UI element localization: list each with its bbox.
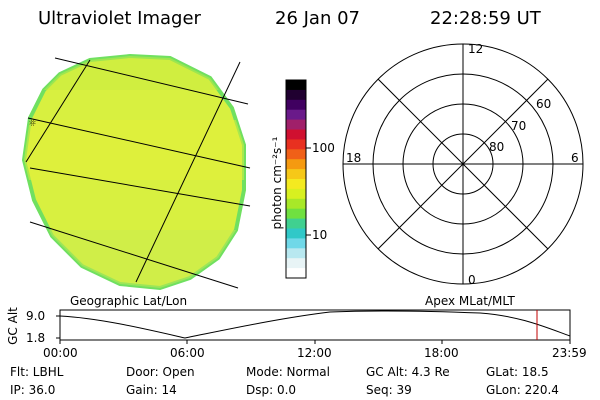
date-readout: 26 Jan 07 [275, 8, 360, 29]
colorbar-band [286, 198, 306, 210]
colorbar-unit-label: photon cm⁻²s⁻¹ [270, 136, 284, 230]
mlt-label-18: 18 [346, 151, 362, 165]
timeline-plot [56, 309, 571, 344]
info-gain: Gain: 14 [126, 383, 177, 397]
timeline-x-tick-2359: 23:59 [552, 346, 587, 360]
info-filter: Flt: LBHL [10, 365, 64, 379]
altitude-curve [59, 310, 571, 339]
info-dsp: Dsp: 0.0 [246, 383, 297, 397]
mlt-label-12: 12 [468, 42, 484, 56]
info-glon: GLon: 220.4 [486, 383, 559, 397]
colorbar-band [286, 159, 306, 170]
time-readout: 22:28:59 UT [430, 8, 541, 29]
timeline-y-axis-label: GC Alt [5, 307, 20, 345]
info-gc-alt: GC Alt: 4.3 Re [366, 365, 450, 379]
colorbar-band [286, 218, 306, 229]
lat-label-60: 60 [536, 97, 552, 111]
colorbar-label-100: 100 [312, 141, 335, 155]
timeline-right-caption: Apex MLat/MLT [425, 294, 515, 308]
colorbar-band [286, 238, 306, 249]
colorbar-band [286, 80, 306, 91]
uv-image: ☼ [21, 53, 251, 291]
info-seq: Seq: 39 [366, 383, 412, 397]
mlt-label-0: 0 [468, 273, 476, 287]
colorbar-band [286, 208, 306, 220]
lat-label-70: 70 [511, 119, 527, 133]
colorbar-band [286, 119, 306, 130]
info-door: Door: Open [126, 365, 195, 379]
polar-plot [342, 43, 584, 285]
colorbar-band [286, 248, 306, 259]
timeline-x-tick-0000: 00:00 [43, 346, 78, 360]
colorbar-band [286, 89, 306, 101]
lat-lon-grid [25, 57, 251, 289]
uv-image-texture [24, 56, 244, 288]
colorbar-band [286, 258, 306, 269]
lat-label-80: 80 [489, 140, 505, 154]
timeline-x-tick-1800: 18:00 [424, 346, 459, 360]
colorbar-band [286, 228, 306, 239]
colorbar [285, 79, 311, 279]
timeline-x-tick-0600: 06:00 [170, 346, 205, 360]
timeline-left-caption: Geographic Lat/Lon [70, 294, 188, 308]
mlt-label-6: 6 [571, 151, 579, 165]
colorbar-band [286, 109, 306, 121]
colorbar-label-10: 10 [312, 228, 328, 242]
app-title: Ultraviolet Imager [38, 8, 201, 29]
colorbar-band [286, 139, 306, 150]
sun-direction-icon: ☼ [28, 118, 40, 129]
colorbar-band [286, 149, 306, 160]
timeline-y-tick-bottom: 1.8 [26, 331, 46, 345]
info-glat: GLat: 18.5 [486, 365, 549, 379]
colorbar-band [286, 268, 306, 279]
colorbar-band [286, 169, 306, 180]
info-ip: IP: 36.0 [10, 383, 56, 397]
timeline-y-tick-top: 9.0 [26, 309, 46, 323]
colorbar-band [286, 179, 306, 190]
colorbar-band [286, 129, 306, 140]
timeline-x-tick-1200: 12:00 [297, 346, 332, 360]
info-mode: Mode: Normal [246, 365, 330, 379]
colorbar-band [286, 99, 306, 111]
colorbar-band [286, 188, 306, 200]
